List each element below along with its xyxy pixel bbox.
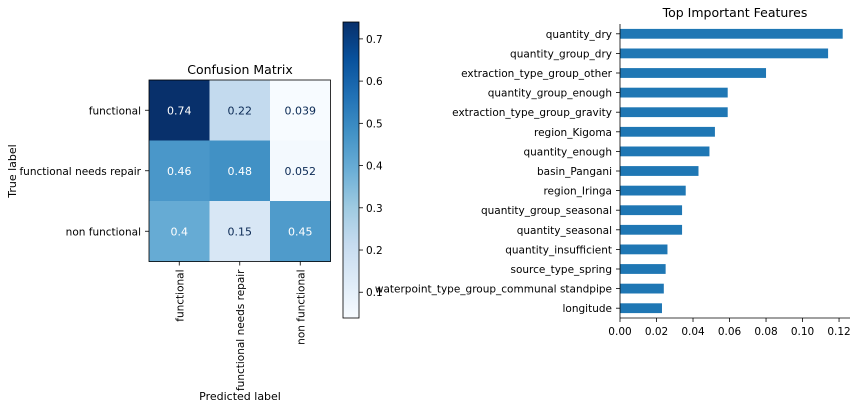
feature-bar — [620, 87, 728, 98]
fi-x-tick-label: 0.10 — [791, 326, 814, 338]
feature-label: quantity_seasonal — [517, 225, 612, 237]
fi-x-tick-label: 0.00 — [608, 326, 631, 338]
fi-x-tick-label: 0.08 — [754, 326, 777, 338]
feature-label: extraction_type_group_other — [461, 68, 613, 80]
cm-cell-value: 0.052 — [285, 165, 317, 178]
feature-label: quantity_group_dry — [510, 48, 612, 60]
fi-x-tick-label: 0.12 — [827, 326, 850, 338]
colorbar-tick-label: 0.4 — [366, 161, 383, 173]
colorbar-tick-label: 0.6 — [366, 76, 383, 88]
feature-bar — [620, 107, 728, 118]
cm-row-label: functional needs repair — [19, 166, 141, 178]
feature-bar — [620, 244, 668, 255]
feature-label: quantity_enough — [523, 146, 612, 158]
feature-label: quantity_group_enough — [488, 88, 612, 100]
feature-bar — [620, 283, 664, 294]
colorbar-tick-label: 0.3 — [366, 203, 383, 215]
feature-bar — [620, 28, 843, 39]
feature-bar — [620, 224, 683, 235]
cm-cell — [209, 80, 271, 141]
colorbar-tick-label: 0.5 — [366, 118, 383, 130]
feature-bar — [620, 68, 767, 78]
cm-cell-value: 0.4 — [171, 225, 189, 238]
feature-label: region_Kigoma — [534, 127, 612, 139]
cm-col-label: functional needs repair — [235, 269, 247, 391]
colorbar-tick-label: 0.2 — [366, 245, 383, 257]
fi-x-tick-label: 0.06 — [718, 326, 742, 338]
feature-label: quantity_dry — [546, 29, 612, 41]
colorbar-gradient — [342, 21, 360, 319]
feature-label: quantity_group_seasonal — [481, 205, 612, 217]
feature-importance-chart: Top Important Features quantity_dryquant… — [375, 5, 851, 338]
cm-cell-value: 0.45 — [288, 225, 313, 238]
cm-cell — [270, 80, 331, 141]
cm-cell-value: 0.039 — [285, 104, 317, 117]
cm-row-label: non functional — [66, 226, 141, 238]
feature-bar — [620, 185, 686, 196]
colorbar-tick-label: 0.1 — [366, 287, 383, 299]
feature-bar — [620, 166, 699, 176]
cm-cell — [209, 140, 271, 202]
cm-cell-value: 0.22 — [228, 104, 253, 117]
cm-row-label: functional — [89, 105, 141, 117]
colorbar-tick-label: 0.7 — [366, 34, 383, 46]
feature-bar — [620, 205, 683, 216]
feature-label: source_type_spring — [510, 264, 612, 276]
feature-bar — [620, 264, 666, 274]
feature-bar — [620, 48, 829, 59]
feature-bar — [620, 303, 662, 314]
feature-label: longitude — [563, 303, 612, 315]
cm-cell-value: 0.15 — [228, 225, 253, 238]
confusion-matrix: Confusion Matrix 0.74 0.22 0.039 0.46 0.48 0.… — [6, 62, 331, 403]
cm-col-label: functional — [174, 270, 186, 322]
fi-x-tick-label: 0.02 — [645, 326, 668, 338]
cm-col-label: non functional — [295, 270, 307, 345]
cm-cell — [149, 80, 210, 141]
fi-title: Top Important Features — [662, 5, 808, 20]
feature-label: region_Iringa — [543, 186, 612, 198]
cm-cell-value: 0.48 — [228, 165, 253, 178]
cm-cell-value: 0.46 — [167, 165, 192, 178]
cm-xlabel: Predicted label — [199, 390, 281, 403]
cm-cell-value: 0.74 — [167, 104, 192, 117]
cm-cell — [209, 201, 271, 262]
feature-label: basin_Pangani — [537, 166, 612, 178]
colorbar: 0.1 0.2 0.3 0.4 0.5 0.6 0.7 — [342, 21, 383, 319]
cm-ylabel: True label — [6, 144, 19, 198]
feature-label: waterpoint_type_group_communal standpipe — [375, 284, 612, 296]
cm-cell — [270, 140, 331, 202]
cm-title: Confusion Matrix — [187, 62, 293, 77]
feature-label: quantity_insufficient — [505, 244, 612, 256]
feature-label: extraction_type_group_gravity — [452, 107, 612, 119]
cm-cell — [149, 140, 210, 202]
cm-cell — [270, 201, 331, 262]
feature-bar — [620, 126, 715, 137]
fi-x-tick-label: 0.04 — [681, 326, 705, 338]
cm-cell — [149, 201, 210, 262]
feature-bar — [620, 146, 710, 157]
